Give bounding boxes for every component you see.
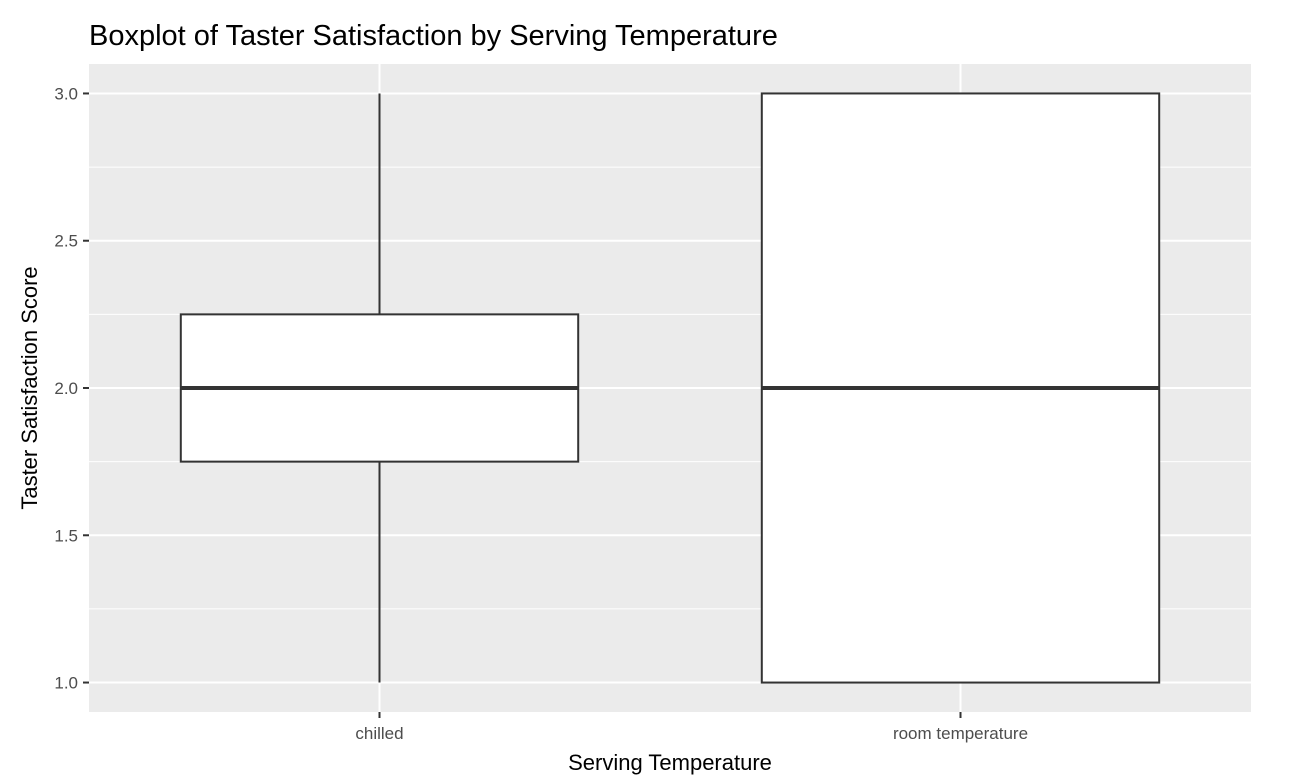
box-room-temperature <box>760 92 1161 684</box>
x-axis: chilled room temperature <box>355 712 1028 743</box>
x-tick-label: chilled <box>355 724 403 743</box>
y-axis-title: Taster Satisfaction Score <box>17 266 42 509</box>
y-tick-label: 1.5 <box>54 526 78 545</box>
chart-title: Boxplot of Taster Satisfaction by Servin… <box>89 20 778 52</box>
boxes <box>179 92 1161 684</box>
y-axis: 1.0 1.5 2.0 2.5 3.0 <box>54 84 89 693</box>
box-chilled <box>179 93 580 683</box>
y-tick-label: 2.5 <box>54 232 78 251</box>
y-tick-label: 3.0 <box>54 84 78 103</box>
x-axis-title: Serving Temperature <box>568 750 772 775</box>
y-tick-label: 2.0 <box>54 379 78 398</box>
x-tick-label: room temperature <box>893 724 1028 743</box>
y-tick-label: 1.0 <box>54 674 78 693</box>
